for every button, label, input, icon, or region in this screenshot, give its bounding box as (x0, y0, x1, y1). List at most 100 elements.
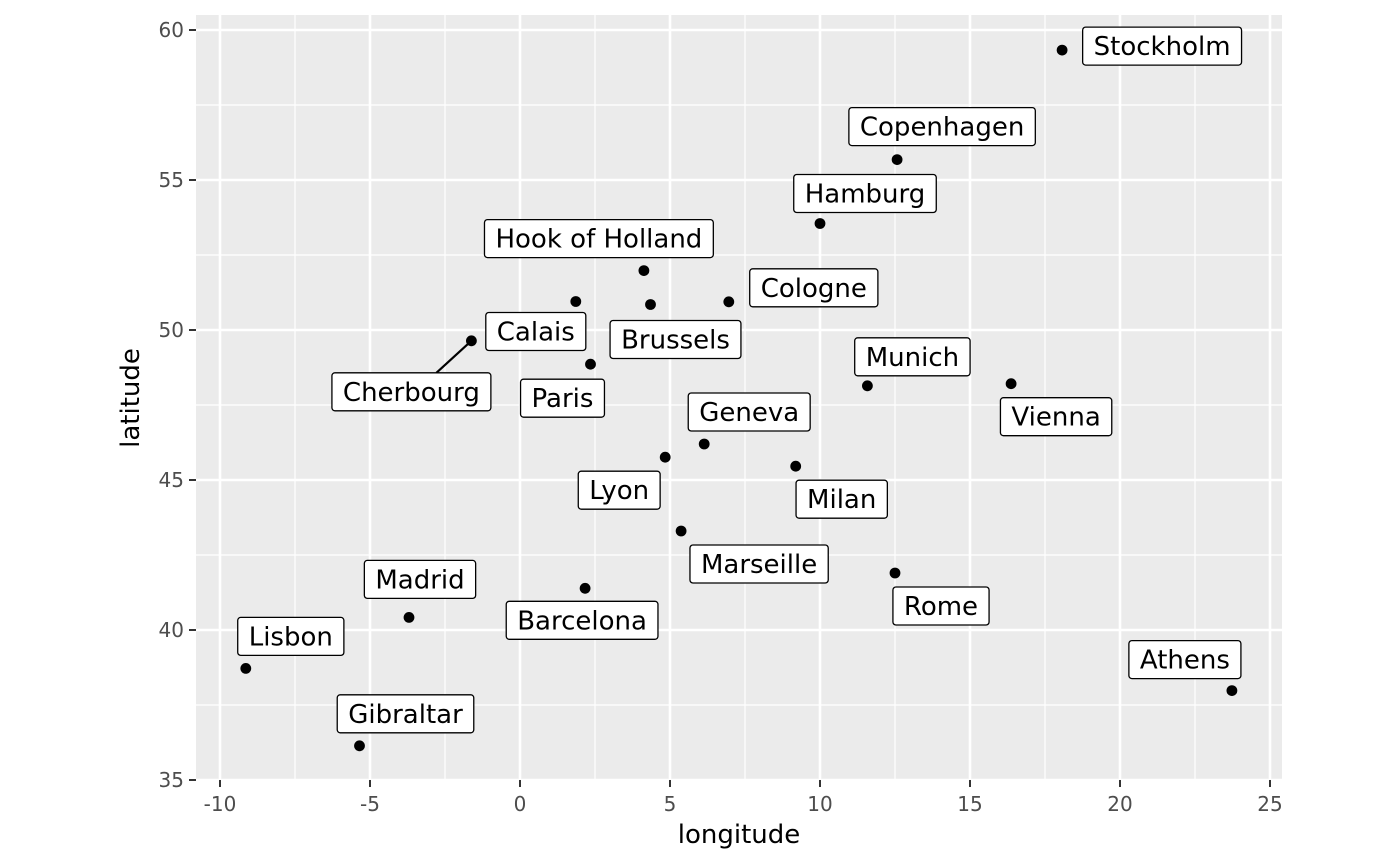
y-axis: 35 40 45 50 55 60 (159, 18, 196, 792)
x-tick-label: 15 (957, 792, 982, 816)
y-tick-label: 35 (159, 768, 184, 792)
city-label-text: Barcelona (517, 606, 647, 636)
city-label-text: Munich (866, 343, 959, 373)
city-point (814, 218, 826, 229)
y-tick-label: 55 (159, 168, 184, 192)
city-label: Lisbon (237, 616, 345, 657)
city-label-box (609, 319, 742, 360)
city-point (698, 438, 710, 450)
city-label-box (363, 559, 477, 600)
city-label: Copenhagen (848, 106, 1036, 147)
city-label: Brussels (609, 319, 742, 360)
city-label-text: Athens (1140, 646, 1230, 676)
x-tick-label: 20 (1107, 792, 1132, 816)
city-point (1226, 685, 1238, 696)
y-tick-label: 60 (159, 18, 184, 42)
city-label-text: Hook of Holland (495, 225, 702, 255)
city-label-box (331, 372, 492, 412)
city-label: Madrid (363, 559, 477, 600)
city-label-text: Madrid (375, 565, 464, 595)
city-point (891, 154, 903, 166)
city-label-box (237, 616, 345, 657)
city-label: Vienna (999, 397, 1113, 437)
y-tick-label: 50 (159, 318, 184, 342)
city-label-text: Copenhagen (860, 113, 1024, 143)
city-label: Lyon (577, 470, 661, 510)
y-tick-label: 45 (159, 468, 184, 492)
city-label-text: Milan (807, 485, 876, 515)
x-tick-label: 5 (664, 792, 677, 816)
city-label: Marseille (689, 544, 829, 584)
city-point (585, 358, 596, 370)
city-labels: Stockholm Copenhagen Hamburg Hook of Hollan… (237, 26, 1243, 734)
city-points (240, 44, 1238, 752)
city-label-box (485, 311, 587, 352)
city-label: Milan (795, 479, 888, 519)
city-point (638, 265, 650, 276)
city-point (723, 296, 735, 308)
city-label: Geneva (687, 392, 811, 432)
city-label: Athens (1128, 639, 1242, 680)
x-tick-label: -10 (204, 792, 237, 816)
city-point (403, 612, 415, 623)
city-point (1005, 378, 1017, 390)
city-point (790, 460, 802, 472)
city-point (570, 296, 582, 307)
city-label: Barcelona (505, 600, 659, 640)
city-label: Paris (519, 378, 606, 418)
leader-line (435, 339, 473, 374)
x-axis: -10 -5 0 5 10 15 20 25 (204, 780, 1283, 816)
city-label-box (999, 397, 1113, 437)
city-label-box (848, 106, 1036, 147)
city-label-text: Vienna (1011, 403, 1100, 433)
city-point (240, 663, 252, 674)
city-label-box (336, 694, 475, 734)
city-label-box (519, 378, 606, 418)
city-label-text: Cologne (761, 274, 867, 304)
y-tick-label: 40 (159, 618, 184, 642)
city-point (862, 380, 873, 392)
city-point (466, 335, 477, 347)
city-label-text: Geneva (699, 398, 799, 428)
city-label: Hamburg (793, 173, 937, 214)
city-point (659, 451, 671, 463)
city-label-box (1081, 26, 1243, 66)
city-point (889, 567, 901, 579)
city-point (675, 525, 687, 537)
x-tick-label: 25 (1257, 792, 1282, 816)
city-point (645, 299, 656, 310)
label-leader-lines (435, 339, 473, 374)
city-point (1056, 44, 1068, 56)
city-label-box (892, 586, 990, 626)
city-label-text: Rome (904, 592, 978, 622)
city-label: Stockholm (1081, 26, 1243, 66)
city-label: Munich (854, 337, 971, 377)
y-axis-title: latitude (116, 348, 146, 448)
city-label-text: Marseille (701, 550, 817, 580)
city-label-text: Calais (497, 318, 575, 348)
city-label-text: Paris (532, 384, 594, 414)
city-label-box (795, 479, 888, 519)
city-label-box (577, 470, 661, 510)
city-label-text: Brussels (621, 326, 730, 356)
city-label: Cherbourg (331, 372, 492, 412)
city-label-box (793, 173, 937, 214)
city-point (579, 582, 591, 594)
city-point (354, 740, 365, 752)
city-label-text: Gibraltar (348, 700, 463, 730)
city-label: Cologne (749, 268, 879, 308)
city-label: Hook of Holland (483, 218, 714, 259)
x-tick-label: 0 (514, 792, 527, 816)
city-label-text: Cherbourg (343, 378, 480, 408)
city-label-text: Hamburg (805, 180, 926, 210)
city-label: Calais (485, 311, 587, 352)
x-axis-title: longitude (678, 820, 801, 850)
city-label-box (689, 544, 829, 584)
x-tick-label: -5 (360, 792, 380, 816)
city-label-text: Stockholm (1094, 32, 1231, 62)
city-label: Gibraltar (336, 694, 475, 734)
city-label: Rome (892, 586, 990, 626)
city-label-box (505, 600, 659, 640)
city-label-box (749, 268, 879, 308)
